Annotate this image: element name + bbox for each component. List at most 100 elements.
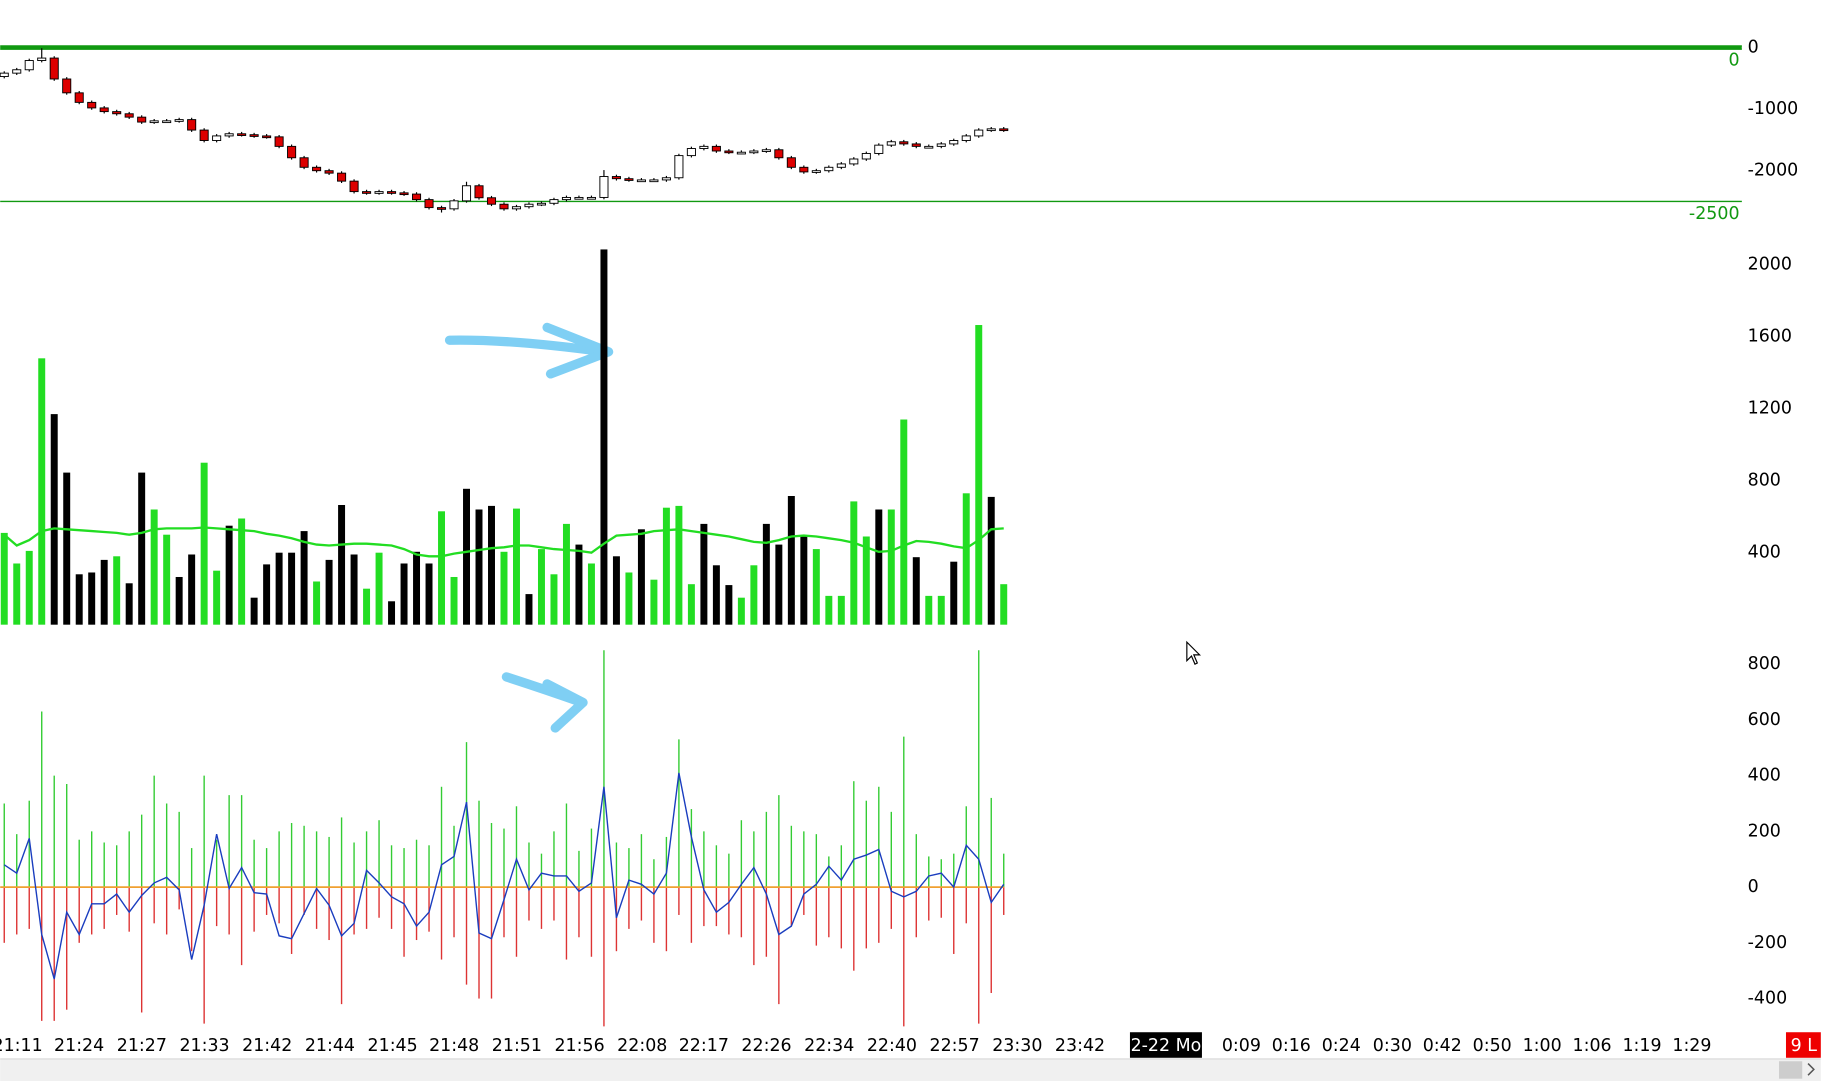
candle-body — [262, 135, 272, 139]
candle-body — [249, 134, 259, 137]
volume-bar — [925, 595, 933, 625]
candle-body — [724, 150, 734, 154]
volume-bar — [425, 563, 433, 625]
volume-bar — [612, 556, 620, 625]
candle-body — [387, 191, 397, 194]
volume-bar — [712, 565, 720, 625]
x-tick-label: 0:42 — [1423, 1036, 1462, 1056]
volume-bar — [300, 531, 308, 625]
y-tick-label: 0 — [1748, 877, 1759, 897]
volume-bar — [263, 564, 271, 625]
volume-bar — [225, 525, 233, 625]
x-tick-label: 21:27 — [117, 1036, 167, 1056]
candle-body — [774, 149, 784, 159]
scroll-right-arrow[interactable] — [1807, 1063, 1815, 1076]
x-tick-label: 0:50 — [1473, 1036, 1512, 1056]
candle-body — [0, 72, 9, 77]
candle-body — [137, 116, 147, 123]
candle-body — [374, 191, 384, 194]
volume-bar — [600, 249, 608, 625]
volume-bar — [38, 358, 46, 625]
volume-bar — [63, 472, 71, 625]
candle-body — [349, 180, 359, 193]
volume-bar — [587, 563, 595, 625]
candle-body — [886, 141, 896, 146]
volume-bar — [912, 557, 920, 625]
candle-body — [736, 151, 746, 155]
volume-bar — [163, 534, 171, 625]
volume-bar — [800, 536, 808, 625]
arrow-head — [542, 322, 614, 379]
candle-body — [162, 120, 172, 124]
y-tick-label: 800 — [1748, 654, 1781, 674]
x-tick-label: 22:17 — [679, 1036, 729, 1056]
x-tick-label: 22:26 — [741, 1036, 791, 1056]
x-tick-label: 21:11 — [0, 1036, 43, 1056]
net-delta-line — [3, 772, 1005, 980]
scrollbar[interactable] — [0, 1058, 1821, 1081]
y-tick-label: 0 — [1748, 38, 1759, 58]
candle-body — [561, 196, 571, 201]
candle-body — [299, 157, 309, 168]
candle-body — [174, 119, 184, 122]
y-tick-label: 400 — [1748, 766, 1781, 786]
y-tick-label: 400 — [1748, 543, 1781, 563]
volume-bar — [88, 572, 96, 625]
arrow-shaft — [444, 335, 609, 357]
volume-bar — [987, 496, 995, 625]
volume-bar — [388, 601, 396, 625]
y-tick-label: -1000 — [1748, 99, 1799, 119]
candle-body — [399, 192, 409, 196]
volume-bar — [0, 532, 8, 625]
candle-body — [586, 196, 596, 200]
y-tick-label: 1200 — [1748, 399, 1792, 419]
candle-body — [711, 145, 721, 152]
volume-bar — [825, 595, 833, 625]
level-label: -2500 — [1689, 204, 1740, 224]
candle-body — [649, 179, 659, 183]
candle-body — [624, 178, 634, 181]
volume-bar — [762, 523, 770, 625]
volume-bar — [537, 549, 545, 625]
candle-body — [199, 129, 209, 141]
candle-body — [149, 120, 159, 124]
candle-body — [287, 145, 297, 159]
x-tick-label: 1:19 — [1622, 1036, 1661, 1056]
volume-bar — [313, 581, 321, 625]
volume-bar — [887, 509, 895, 625]
candle-body — [924, 145, 934, 149]
volume-bar — [188, 554, 196, 625]
volume-bar — [625, 572, 633, 625]
candle-body — [112, 111, 122, 115]
volume-bar — [662, 507, 670, 625]
candle-body — [486, 197, 497, 205]
candle-body — [87, 101, 97, 109]
candle-body — [661, 177, 671, 181]
candle-body — [874, 144, 884, 154]
x-tick-label: 0:09 — [1222, 1036, 1261, 1056]
candle-body — [636, 179, 646, 183]
volume-bar — [862, 536, 870, 625]
candle-body — [786, 157, 796, 168]
volume-bar — [375, 552, 383, 625]
volume-bar — [500, 551, 508, 625]
volume-bar — [175, 576, 183, 625]
candle-body — [324, 170, 334, 174]
candle-body — [961, 135, 971, 141]
volume-bar — [200, 462, 208, 625]
volume-bar — [150, 509, 158, 625]
scroll-thumb[interactable] — [1779, 1061, 1803, 1079]
corner-badge — [1785, 1032, 1821, 1058]
volume-bar — [450, 576, 458, 625]
volume-bar — [113, 556, 121, 625]
candle-body — [674, 155, 684, 179]
y-tick-label: -200 — [1748, 933, 1788, 953]
candle-body — [599, 176, 609, 198]
volume-bar — [13, 563, 21, 625]
volume-bar — [562, 523, 570, 625]
volume-bar — [125, 583, 133, 625]
volume-bar — [812, 549, 820, 625]
candle-body — [911, 143, 921, 147]
